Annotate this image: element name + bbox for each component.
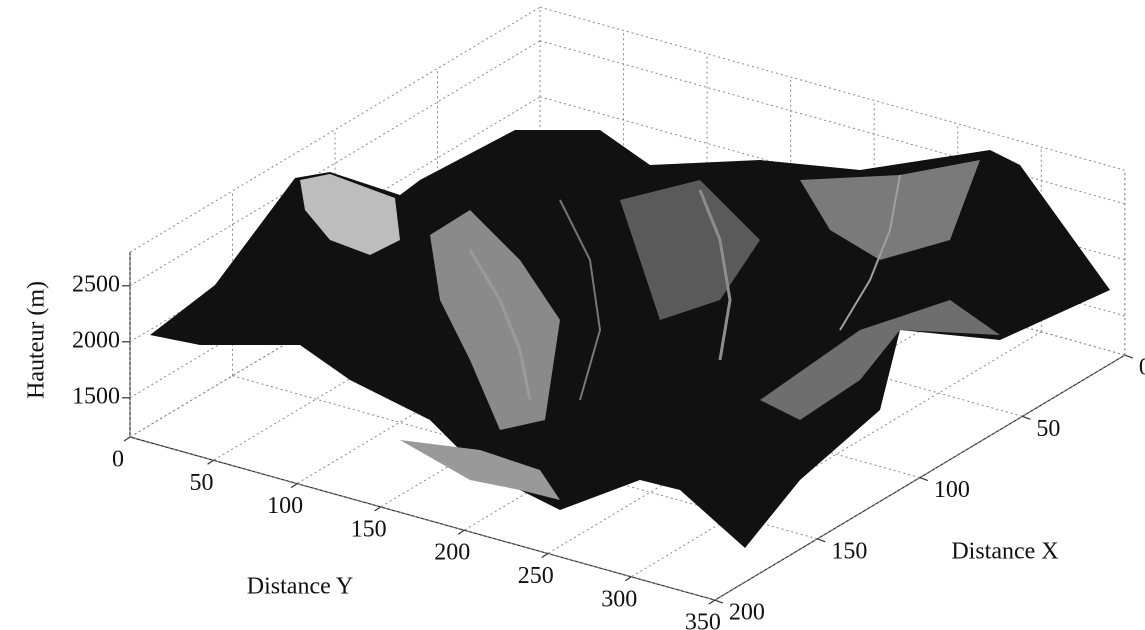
z-tick-label: 1500 [72, 383, 120, 409]
tick-mark [624, 576, 632, 582]
x-tick-label: 100 [934, 477, 970, 503]
y-tick-label: 50 [190, 470, 214, 496]
tick-mark [919, 477, 929, 482]
y-tick-label: 100 [267, 493, 303, 519]
z-tick-label: 2500 [72, 271, 120, 297]
y-tick-label: 350 [685, 610, 721, 630]
y-tick-label: 250 [518, 563, 554, 589]
y-tick-label: 150 [351, 516, 387, 542]
x-tick-label: 200 [729, 600, 765, 626]
z-axis-label: Hauteur (m) [24, 281, 50, 399]
tick-mark [290, 483, 298, 489]
tick-mark [714, 599, 724, 604]
x-tick-label: 0 [1139, 355, 1145, 381]
tick-mark [817, 538, 826, 543]
axis-edge [714, 354, 1126, 601]
y-tick-label: 300 [601, 586, 637, 612]
tick-mark [1124, 354, 1134, 359]
y-axis-label: Distance Y [247, 574, 353, 600]
terrain-surface [150, 130, 1110, 548]
tick-mark [708, 599, 716, 605]
tick-mark [123, 436, 131, 442]
y-tick-label: 0 [112, 447, 124, 473]
tick-mark [541, 553, 549, 558]
x-axis-label: Distance X [951, 539, 1058, 565]
tick-mark [457, 529, 465, 535]
tick-mark [1022, 415, 1031, 420]
x-tick-label: 50 [1036, 416, 1060, 442]
tick-mark [374, 506, 381, 512]
x-tick-label: 150 [831, 538, 867, 564]
axis-edge [539, 6, 1125, 171]
y-tick-label: 200 [434, 540, 470, 566]
grid-line [129, 436, 715, 601]
tick-mark [207, 459, 214, 465]
z-tick-label: 2000 [72, 327, 120, 353]
